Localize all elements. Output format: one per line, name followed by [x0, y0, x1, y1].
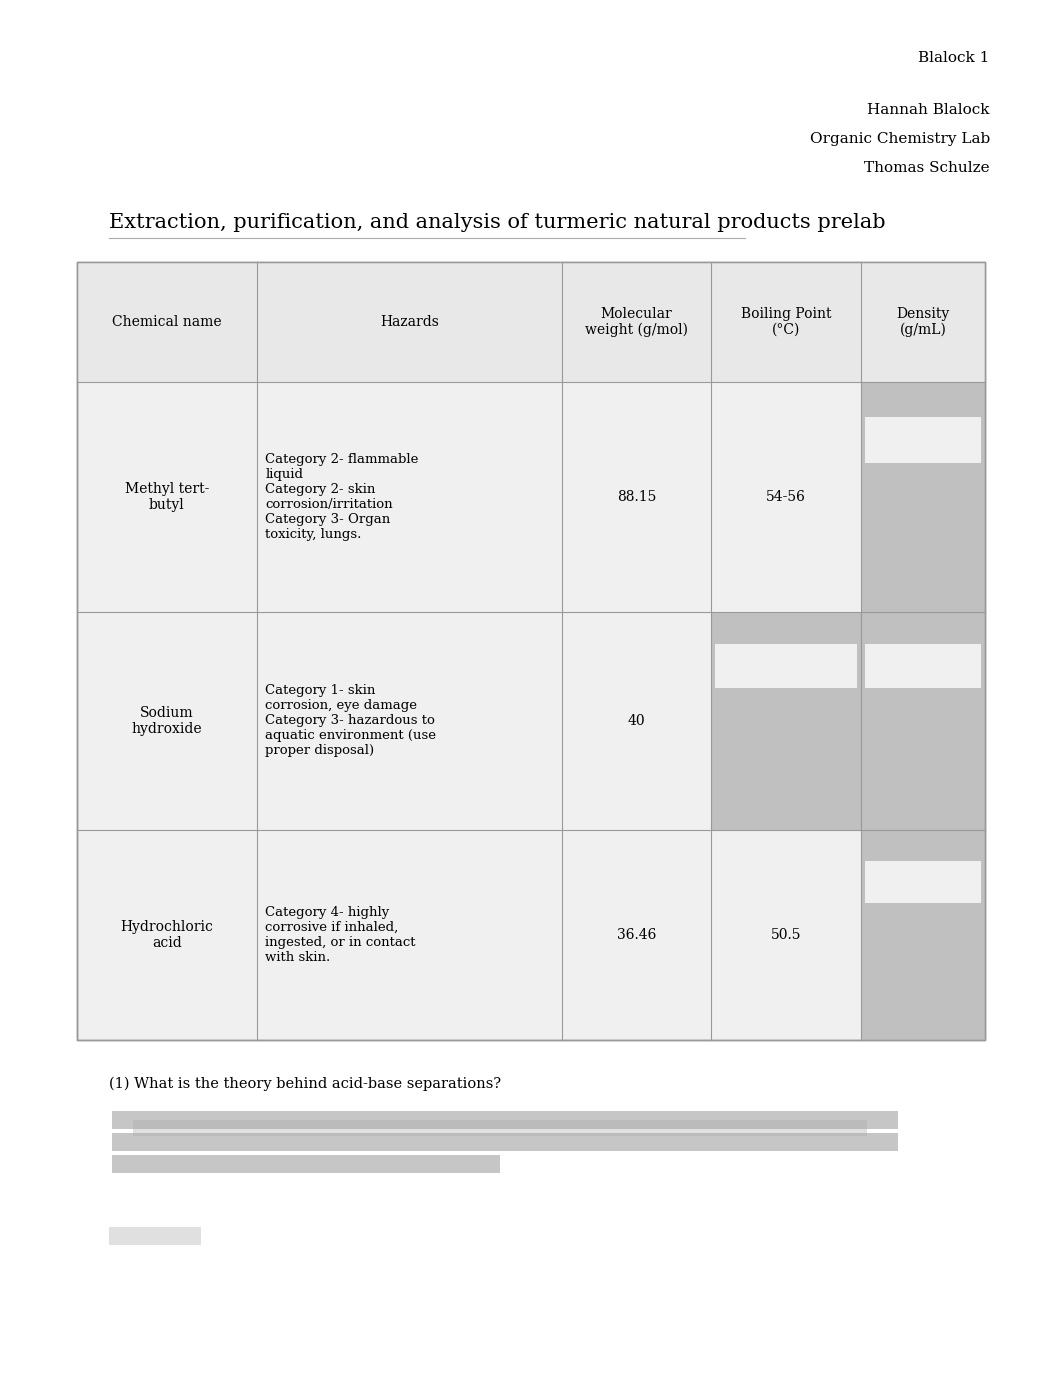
- Bar: [76, 262, 984, 1040]
- Text: Molecular
weight (g/mol): Molecular weight (g/mol): [585, 307, 688, 337]
- Text: Hydrochloric
acid: Hydrochloric acid: [120, 920, 213, 950]
- Text: Thomas Schulze: Thomas Schulze: [864, 161, 990, 175]
- Text: (1) What is the theory behind acid-base separations?: (1) What is the theory behind acid-base …: [109, 1077, 501, 1091]
- Text: Sodium
hydroxide: Sodium hydroxide: [132, 705, 202, 735]
- Bar: [113, 1111, 898, 1129]
- Text: Blalock 1: Blalock 1: [919, 51, 990, 65]
- Text: 36.46: 36.46: [617, 928, 656, 942]
- Text: Density
(g/mL): Density (g/mL): [896, 307, 949, 337]
- Text: Category 4- highly
corrosive if inhaled,
ingested, or in contact
with skin.: Category 4- highly corrosive if inhaled,…: [266, 906, 416, 964]
- Bar: [716, 644, 857, 688]
- Text: Methyl tert-
butyl: Methyl tert- butyl: [124, 482, 209, 512]
- Bar: [866, 417, 980, 463]
- Bar: [109, 1227, 201, 1245]
- Bar: [712, 611, 861, 829]
- Text: Category 1- skin
corrosion, eye damage
Category 3- hazardous to
aquatic environm: Category 1- skin corrosion, eye damage C…: [266, 684, 436, 757]
- Text: Extraction, purification, and analysis of turmeric natural products prelab: Extraction, purification, and analysis o…: [109, 213, 886, 233]
- Text: Boiling Point
(°C): Boiling Point (°C): [741, 307, 832, 337]
- Bar: [861, 829, 984, 1040]
- Bar: [861, 383, 984, 611]
- Bar: [866, 861, 980, 903]
- Bar: [113, 1155, 500, 1173]
- Bar: [76, 262, 984, 383]
- Text: Organic Chemistry Lab: Organic Chemistry Lab: [809, 132, 990, 146]
- Bar: [113, 1133, 898, 1151]
- Bar: [861, 611, 984, 829]
- Text: 54-56: 54-56: [766, 490, 806, 504]
- Text: Category 2- flammable
liquid
Category 2- skin
corrosion/irritation
Category 3- O: Category 2- flammable liquid Category 2-…: [266, 453, 418, 541]
- Text: Chemical name: Chemical name: [112, 315, 222, 329]
- Bar: [866, 644, 980, 688]
- Bar: [76, 262, 984, 1040]
- Text: 40: 40: [628, 713, 646, 727]
- Bar: [133, 1120, 868, 1136]
- Text: Hannah Blalock: Hannah Blalock: [868, 103, 990, 117]
- Text: 50.5: 50.5: [771, 928, 802, 942]
- Text: Hazards: Hazards: [380, 315, 439, 329]
- Text: 88.15: 88.15: [617, 490, 656, 504]
